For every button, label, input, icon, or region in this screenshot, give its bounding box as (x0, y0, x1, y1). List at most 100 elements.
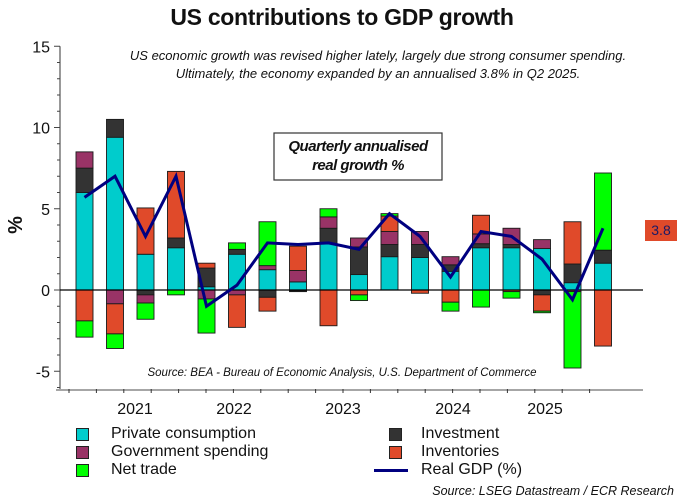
y-tick-label: 10 (32, 121, 50, 138)
bar-segment-net-trade (106, 333, 124, 349)
bar-segment-inventories (319, 289, 338, 327)
x-year-label: 2024 (435, 401, 471, 418)
bar-segment-private-consumption (75, 192, 94, 291)
bar-segment-private-consumption (106, 136, 124, 291)
bar-segment-net-trade (136, 302, 155, 320)
bar-segment-government-spending (533, 239, 551, 250)
bar-segment-net-trade (167, 289, 185, 296)
bar-segment-net-trade (75, 320, 94, 338)
bar-segment-private-consumption (319, 243, 338, 291)
bar-segment-investment (136, 289, 155, 296)
bar-segment-inventories (106, 303, 124, 335)
bar-segment-net-trade (533, 310, 551, 314)
legend-swatch (389, 428, 402, 441)
x-year-label: 2021 (117, 401, 153, 418)
bar-segment-government-spending (350, 237, 368, 248)
annotation-box (273, 132, 443, 181)
bar-segment-government-spending (136, 294, 155, 304)
bar-segment-private-consumption (136, 253, 155, 291)
y-tick-label: 15 (32, 39, 50, 56)
legend-swatch (76, 428, 89, 441)
bar-segment-investment (258, 289, 277, 298)
legend-line (374, 469, 408, 472)
bar-segment-investment (167, 237, 185, 249)
y-tick-label: 0 (41, 283, 50, 300)
legend-swatch (76, 446, 89, 459)
chart-title: US contributions to GDP growth (170, 4, 514, 30)
bar-segment-inventories (75, 289, 94, 322)
x-year-label: 2025 (527, 401, 563, 418)
legend-label: Real GDP (%) (421, 461, 523, 478)
bar-segment-inventories (594, 289, 612, 347)
last-value-badge: 3.8 (645, 220, 677, 241)
bar-segment-private-consumption (502, 247, 521, 291)
bar-segment-government-spending (441, 256, 460, 266)
legend-swatch (76, 464, 89, 477)
footer-source: Source: LSEG Datastream / ECR Research (432, 484, 674, 498)
bar-segment-private-consumption (472, 247, 490, 291)
bar-segment-private-consumption (258, 269, 277, 291)
bar-segment-net-trade (319, 208, 338, 218)
bar-segment-government-spending (319, 216, 338, 229)
bar-segment-investment (228, 248, 246, 255)
bar-segment-government-spending (289, 270, 307, 283)
bar-segment-investment (502, 244, 521, 249)
bar-segment-government-spending (258, 265, 277, 271)
bar-segment-net-trade (197, 298, 216, 334)
bar-segment-private-consumption (350, 274, 368, 291)
bar-segment-net-trade (594, 172, 612, 251)
bar-segment-net-trade (289, 290, 307, 293)
bar-segment-inventories (197, 262, 216, 269)
bar-segment-private-consumption (167, 247, 185, 291)
bar-segment-investment (350, 246, 368, 276)
bar-segment-inventories (136, 207, 155, 255)
bar-segment-private-consumption (594, 262, 612, 291)
bar-segment-net-trade (502, 291, 521, 299)
legend-label: Net trade (111, 461, 177, 478)
bar-segment-government-spending (106, 289, 124, 305)
bar-segment-inventories (533, 294, 551, 312)
bar-segment-net-trade (563, 291, 582, 369)
bar-segment-investment (75, 167, 94, 193)
annotation-text-line: real growth % (312, 157, 404, 174)
legend-label: Investment (421, 425, 500, 442)
bar-segment-private-consumption (289, 281, 307, 291)
bar-segment-net-trade (472, 289, 490, 308)
bar-segment-inventories (258, 296, 277, 312)
bar-segment-investment (472, 243, 490, 249)
x-year-label: 2023 (325, 401, 361, 418)
legend-label: Government spending (111, 443, 269, 460)
y-tick-label: 5 (41, 202, 50, 219)
bar-segment-net-trade (441, 301, 460, 312)
bar-segment-inventories (228, 294, 246, 328)
bar-segment-inventories (289, 245, 307, 271)
bar-segment-private-consumption (441, 270, 460, 291)
bar-segment-investment (319, 227, 338, 245)
bar-segment-inventories (563, 221, 582, 265)
legend-label: Inventories (421, 443, 500, 460)
y-tick-label: -5 (36, 364, 50, 381)
bar-segment-investment (563, 263, 582, 284)
bar-segment-inventories (350, 289, 368, 296)
chart-subtitle-line: US economic growth was revised higher la… (130, 48, 626, 63)
chart-subtitle-line: Ultimately, the economy expanded by an a… (176, 66, 580, 81)
bar-segment-government-spending (75, 151, 94, 169)
plot-source-note: Source: BEA - Bureau of Economic Analysi… (147, 367, 536, 379)
bar-segment-government-spending (380, 231, 399, 245)
bar-segment-government-spending (197, 289, 216, 300)
bar-segment-inventories (441, 289, 460, 303)
x-year-label: 2022 (216, 401, 252, 418)
legend-swatch (389, 446, 402, 459)
annotation-text-line: Quarterly annualised (288, 138, 429, 155)
bar-segment-private-consumption (411, 257, 429, 291)
real-gdp-line (83, 171, 605, 309)
bar-segment-net-trade (228, 242, 246, 250)
bar-segment-investment (380, 244, 399, 258)
bar-segment-private-consumption (380, 256, 399, 291)
bar-segment-investment (533, 289, 551, 296)
bar-segment-net-trade (350, 294, 368, 302)
y-axis-label: % (5, 216, 27, 234)
bar-segment-investment (106, 118, 124, 138)
legend-label: Private consumption (111, 425, 256, 442)
